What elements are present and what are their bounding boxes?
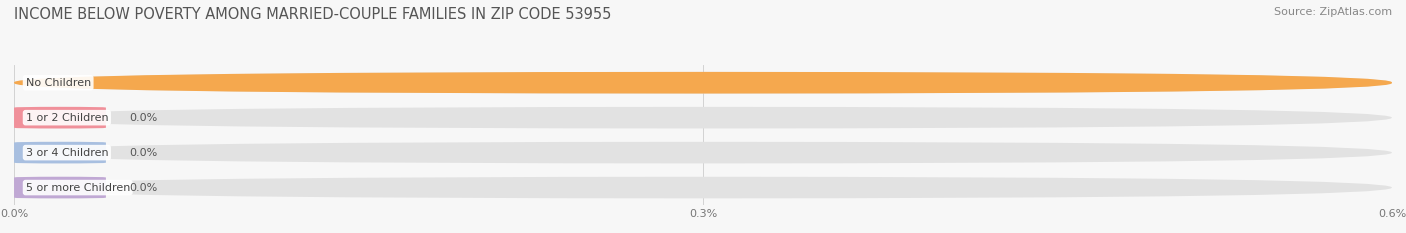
FancyBboxPatch shape (14, 107, 105, 129)
FancyBboxPatch shape (14, 142, 105, 164)
Text: 1 or 2 Children: 1 or 2 Children (25, 113, 108, 123)
Text: 3 or 4 Children: 3 or 4 Children (25, 148, 108, 158)
FancyBboxPatch shape (14, 177, 105, 199)
FancyBboxPatch shape (14, 142, 1392, 164)
Text: INCOME BELOW POVERTY AMONG MARRIED-COUPLE FAMILIES IN ZIP CODE 53955: INCOME BELOW POVERTY AMONG MARRIED-COUPL… (14, 7, 612, 22)
Text: 5 or more Children: 5 or more Children (25, 183, 129, 192)
Text: 0.0%: 0.0% (129, 113, 157, 123)
Text: No Children: No Children (25, 78, 91, 88)
FancyBboxPatch shape (14, 72, 1392, 94)
FancyBboxPatch shape (14, 177, 1392, 199)
Text: 0.0%: 0.0% (129, 183, 157, 192)
FancyBboxPatch shape (14, 72, 1392, 94)
Text: 0.0%: 0.0% (129, 148, 157, 158)
FancyBboxPatch shape (14, 107, 1392, 129)
Text: Source: ZipAtlas.com: Source: ZipAtlas.com (1274, 7, 1392, 17)
